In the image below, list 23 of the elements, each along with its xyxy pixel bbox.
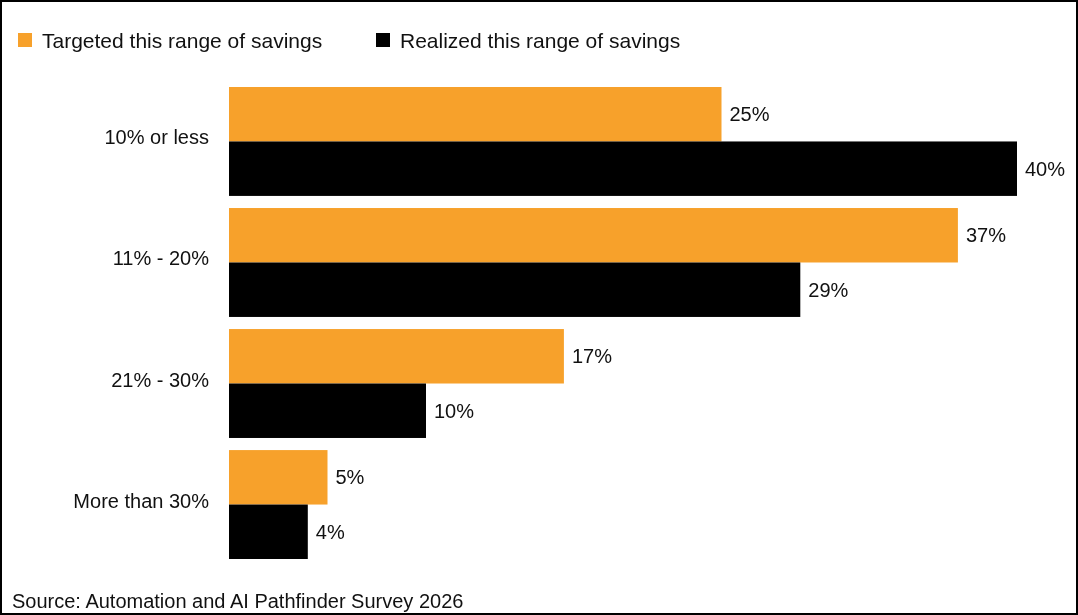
y-tick-label: 11% - 20% [112, 247, 210, 270]
y-tick-label: 21% - 30% [111, 368, 210, 391]
bar [229, 262, 801, 317]
bar [229, 329, 564, 384]
source-note: Source: Automation and AI Pathfinder Survey 2026 [12, 590, 464, 612]
data-label: 37% [965, 224, 1007, 247]
data-label: 29% [808, 278, 849, 301]
data-label: 4% [315, 520, 345, 543]
data-label: 10% [434, 399, 475, 422]
bar [229, 383, 426, 438]
data-label: 17% [571, 345, 613, 368]
bar [229, 141, 1017, 196]
legend-label: Realized this range of savings [400, 28, 681, 52]
y-tick-label: More than 30% [73, 489, 210, 512]
data-label: 40% [1025, 157, 1066, 180]
y-tick-label: 10% or less [104, 126, 209, 149]
legend-label: Targeted this range of savings [42, 28, 323, 52]
bar [229, 504, 308, 559]
data-label: 5% [335, 466, 365, 489]
bar [229, 87, 722, 142]
bar [229, 450, 328, 505]
data-label: 25% [729, 103, 770, 126]
bar [229, 208, 958, 263]
